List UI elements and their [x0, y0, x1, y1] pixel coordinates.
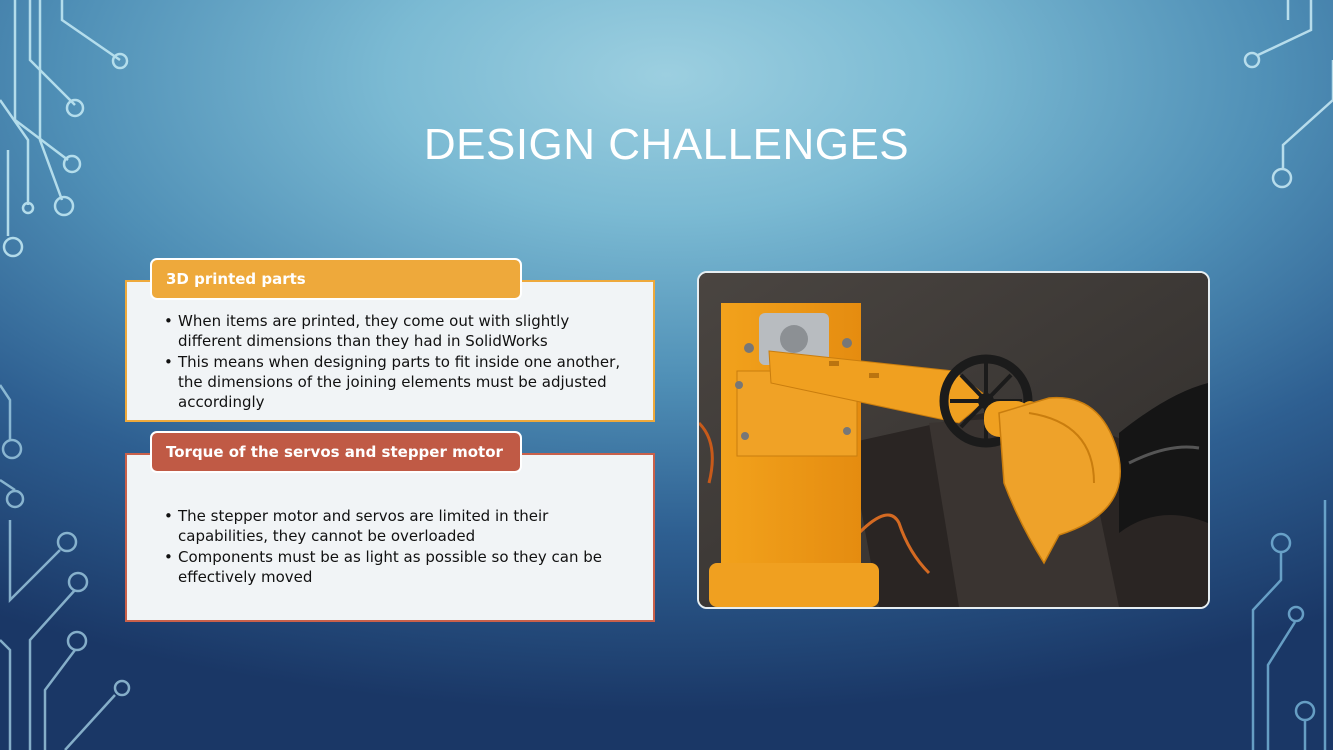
bullet-item: When items are printed, they come out wi… [164, 311, 634, 351]
circuit-decoration-left [0, 0, 131, 750]
circuit-decoration-right [1243, 0, 1333, 750]
section-bullets-3d-printed-parts: When items are printed, they come out wi… [164, 311, 634, 413]
section-bullets-torque: The stepper motor and servos are limited… [164, 506, 634, 588]
robot-arm-illustration [699, 273, 1208, 607]
section-heading-3d-printed-parts: 3D printed parts [150, 258, 522, 300]
robot-arm-photo [697, 271, 1210, 609]
slide-title: DESIGN CHALLENGES [423, 120, 910, 169]
bullet-item: The stepper motor and servos are limited… [164, 506, 634, 546]
section-heading-torque: Torque of the servos and stepper motor [150, 431, 522, 473]
bullet-item: This means when designing parts to fit i… [164, 352, 634, 412]
bullet-item: Components must be as light as possible … [164, 547, 634, 587]
